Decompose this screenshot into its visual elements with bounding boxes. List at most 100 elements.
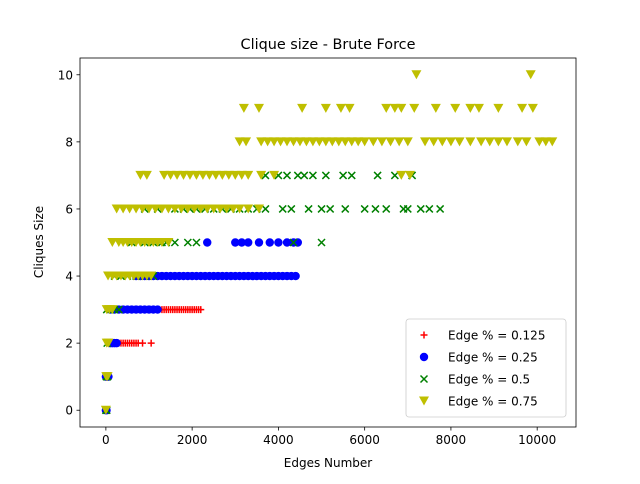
- data-point: [341, 204, 350, 213]
- data-point: [118, 204, 129, 214]
- data-point: [241, 137, 252, 147]
- data-point: [191, 170, 202, 180]
- data-point: [139, 339, 147, 347]
- data-point: [282, 171, 292, 180]
- data-point: [112, 338, 121, 348]
- data-point: [197, 170, 208, 180]
- data-point: [243, 170, 254, 180]
- data-point: [238, 103, 249, 113]
- data-point: [420, 137, 431, 147]
- data-point: [403, 204, 412, 213]
- data-point: [153, 305, 162, 314]
- data-point: [346, 137, 357, 147]
- data-point: [165, 170, 176, 180]
- data-point: [197, 306, 205, 314]
- data-point: [141, 170, 152, 180]
- data-point: [534, 137, 545, 147]
- data-point: [147, 339, 155, 347]
- data-point: [409, 103, 420, 113]
- data-point: [454, 137, 465, 147]
- data-point: [493, 137, 504, 147]
- x-tick-label: 4000: [263, 433, 294, 447]
- data-point: [425, 204, 434, 213]
- data-point: [103, 338, 114, 348]
- data-point: [202, 204, 213, 214]
- data-point: [320, 137, 331, 147]
- data-point: [339, 171, 348, 180]
- y-tick-label: 6: [65, 202, 73, 216]
- data-point: [183, 238, 192, 247]
- data-point: [204, 170, 215, 180]
- data-point: [301, 137, 312, 147]
- data-point: [304, 204, 313, 213]
- data-point: [254, 238, 264, 247]
- data-point: [156, 238, 167, 247]
- data-point: [210, 170, 221, 180]
- x-tick-label: 8000: [436, 433, 467, 447]
- data-point: [521, 137, 532, 147]
- data-point: [269, 137, 280, 147]
- data-point: [253, 103, 264, 113]
- legend-marker: [420, 331, 428, 339]
- data-point: [234, 204, 245, 214]
- data-point: [291, 271, 300, 281]
- legend: Edge % = 0.125 Edge % = 0.25 Edge % = 0.5 E…: [405, 318, 567, 418]
- data-point: [335, 103, 346, 113]
- data-point: [135, 170, 146, 180]
- data-point: [230, 170, 241, 180]
- data-point: [234, 137, 245, 147]
- data-point: [163, 238, 174, 247]
- data-point: [231, 238, 240, 247]
- data-point: [137, 204, 148, 214]
- data-point: [437, 137, 448, 147]
- data-point: [436, 204, 445, 213]
- data-point: [256, 137, 267, 147]
- chart-title: Clique size - Brute Force: [241, 37, 416, 53]
- data-point: [527, 103, 538, 113]
- data-point: [282, 137, 293, 147]
- data-point: [404, 170, 415, 180]
- data-point: [371, 204, 380, 213]
- data-point: [382, 204, 391, 213]
- data-point: [307, 137, 318, 147]
- data-point: [317, 204, 326, 213]
- data-point: [208, 204, 219, 214]
- data-point: [278, 204, 287, 213]
- data-point: [217, 170, 228, 180]
- y-tick-label: 2: [65, 337, 73, 351]
- series-1: [102, 306, 205, 414]
- data-point: [228, 204, 239, 214]
- data-point: [282, 238, 292, 247]
- data-point: [102, 372, 113, 382]
- data-point: [396, 170, 407, 180]
- data-point: [389, 103, 400, 113]
- legend-label: Edge % = 0.5: [448, 373, 530, 387]
- data-point: [293, 171, 302, 180]
- data-point: [262, 137, 273, 147]
- data-point: [517, 103, 528, 113]
- data-point: [178, 170, 189, 180]
- x-tick-label: 6000: [349, 433, 380, 447]
- data-point: [320, 103, 331, 113]
- data-point: [390, 171, 399, 180]
- data-point: [396, 103, 407, 113]
- plot-area: 0 2000 4000 6000 8000 10000 0 2 4 6 8 10: [58, 57, 577, 447]
- data-point: [221, 204, 232, 214]
- data-point: [465, 137, 476, 147]
- data-point: [368, 137, 379, 147]
- data-point: [146, 271, 157, 281]
- data-point: [430, 103, 441, 113]
- data-point: [182, 204, 193, 214]
- data-point: [172, 170, 183, 180]
- data-point: [547, 137, 558, 147]
- data-point: [131, 204, 142, 214]
- data-point: [189, 204, 200, 214]
- data-point: [340, 137, 351, 147]
- legend-label: Edge % = 0.125: [448, 329, 545, 343]
- data-point: [376, 137, 387, 147]
- legend-marker: [419, 374, 429, 384]
- data-point: [394, 137, 405, 147]
- series-2: [101, 238, 303, 415]
- data-point: [192, 238, 201, 247]
